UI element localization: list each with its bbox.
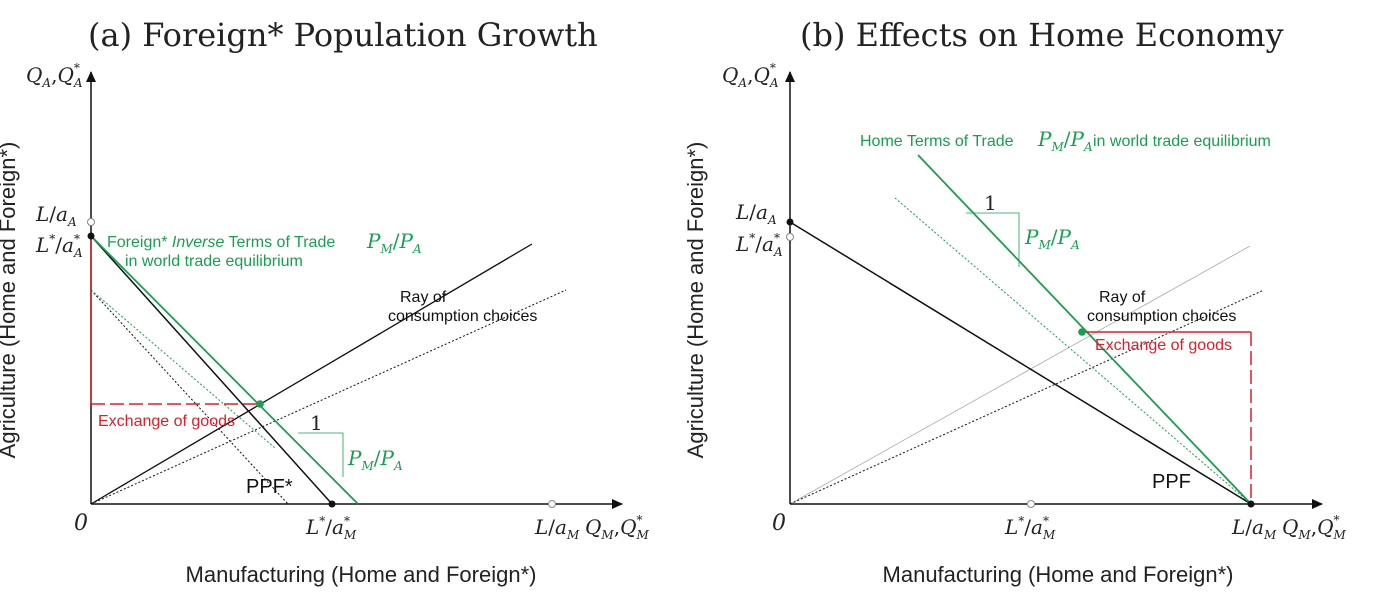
panel-b-consumption-ray xyxy=(789,289,1265,505)
svg-text:L*/a*M: L*/a* M xyxy=(1004,514,1056,542)
panel-b-title: (b) Effects on Home Economy xyxy=(800,16,1284,54)
svg-text:PM/PA: PM/PA xyxy=(1024,225,1080,252)
panel-a-slope-one: 1 xyxy=(310,411,323,435)
svg-text:PM/PA: PM/PA xyxy=(366,229,422,256)
panel-a-ray-label-1: Ray of xyxy=(400,289,447,306)
panel-a-slope-triangle xyxy=(298,432,344,477)
panel-a-title: (a) Foreign* Population Growth xyxy=(88,16,598,54)
panel-b-x-axis-symbol: QM,Q* M xyxy=(1282,513,1346,542)
svg-text:L/aM: L/aM xyxy=(534,515,580,542)
svg-text:L/aA: L/aA xyxy=(35,202,77,229)
panel-b-tot-label: Home Terms of Trade xyxy=(860,133,1014,150)
panel-a-ppf-label: PPF* xyxy=(246,476,293,498)
panel-b-point-x-home xyxy=(1247,500,1255,508)
svg-text:L/aA: L/aA xyxy=(735,200,777,227)
panel-b-tick-y-foreign: L*/a* A xyxy=(735,231,783,259)
panel-a-x-label: Manufacturing (Home and Foreign*) xyxy=(186,562,537,587)
panel-a-y-axis-symbol: QA,Q* A xyxy=(26,61,83,90)
panel-b-equilibrium-point xyxy=(1078,328,1086,336)
panel-a-old-tot xyxy=(90,289,276,449)
panel-a-old-consumption-ray xyxy=(90,289,567,505)
panel-a-equilibrium-point xyxy=(256,400,264,408)
svg-text:L*/a*M: L*/a* M xyxy=(305,514,357,542)
panel-a-point-x-foreign xyxy=(328,500,336,508)
panel-b-slope-one: 1 xyxy=(984,191,997,215)
svg-text:L*/a*A: L*/a* A xyxy=(735,231,783,259)
panel-b-exchange-label: Exchange of goods xyxy=(1095,337,1232,354)
panel-b-y-label: Agriculture (Home and Foreign*) xyxy=(683,142,708,459)
panel-a-tick-x-home: L/aM xyxy=(534,515,580,542)
panel-a-ppf xyxy=(90,235,333,505)
panel-a: (a) Foreign* Population Growth Agricultu… xyxy=(0,16,649,587)
panel-a-old-ppf xyxy=(90,289,289,505)
panel-a-tick-x-foreign: L*/a* M xyxy=(305,514,357,542)
panel-b-ppf-label: PPF xyxy=(1152,471,1191,493)
panel-b-tick-y-home: L/aA xyxy=(735,200,777,227)
panel-b-ray-label-1: Ray of xyxy=(1099,289,1146,306)
svg-text:QM,Q*M: QM,Q* M xyxy=(1282,513,1346,542)
panel-a-point-y-foreign xyxy=(87,232,95,240)
panel-b: (b) Effects on Home Economy Agriculture … xyxy=(683,16,1346,587)
panel-a-price-ratio: PM/PA xyxy=(347,446,403,473)
panel-a-origin: 0 xyxy=(74,511,88,536)
panel-a-x-axis-symbol: QM,Q* M xyxy=(585,513,649,542)
panel-b-tick-x-foreign: L*/a* M xyxy=(1004,514,1056,542)
panel-b-x-label: Manufacturing (Home and Foreign*) xyxy=(883,562,1234,587)
panel-a-tick-y-home: L/aA xyxy=(35,202,77,229)
svg-text:QA,Q*A: QA,Q* A xyxy=(722,61,779,90)
svg-text:PM/PA: PM/PA xyxy=(1037,127,1093,154)
panel-a-exchange-label: Exchange of goods xyxy=(98,413,235,430)
panel-b-slope-triangle xyxy=(966,212,1020,267)
panel-b-point-y-home xyxy=(786,218,794,226)
svg-text:QA,Q*A: QA,Q* A xyxy=(26,61,83,90)
panel-a-tick-y-foreign: L*/a* A xyxy=(35,232,83,260)
panel-b-origin: 0 xyxy=(772,511,786,536)
panel-b-tot-price-ratio: PM/PA xyxy=(1037,127,1093,154)
panel-b-price-ratio: PM/PA xyxy=(1024,225,1080,252)
panel-a-y-label: Agriculture (Home and Foreign*) xyxy=(0,142,20,459)
panel-b-ray-label-2: consumption choices xyxy=(1087,308,1236,325)
panel-b-point-x-foreign xyxy=(1027,500,1035,508)
panel-a-tot-label: Foreign* Inverse Terms of Trade xyxy=(107,234,335,251)
panel-a-tot-price-ratio: PM/PA xyxy=(366,229,422,256)
panel-a-ray-label-2: consumption choices xyxy=(388,308,537,325)
panel-b-tot-label-suffix: in world trade equilibrium xyxy=(1093,133,1271,150)
panel-b-ppf xyxy=(789,221,1252,505)
panel-a-consumption-ray xyxy=(90,243,533,505)
panel-b-old-consumption-ray xyxy=(789,245,1251,505)
svg-text:L/aM: L/aM xyxy=(1231,515,1277,542)
panel-b-y-axis-symbol: QA,Q* A xyxy=(722,61,779,90)
panel-a-tot-label-line2: in world trade equilibrium xyxy=(125,253,303,270)
panel-a-point-y-home xyxy=(87,218,95,226)
panel-a-point-x-home xyxy=(548,500,556,508)
panel-b-tick-x-home: L/aM xyxy=(1231,515,1277,542)
svg-text:PM/PA: PM/PA xyxy=(347,446,403,473)
svg-text:QM,Q*M: QM,Q* M xyxy=(585,513,649,542)
svg-text:L*/a*A: L*/a* A xyxy=(35,232,83,260)
panel-b-point-y-foreign xyxy=(786,233,794,241)
panel-a-tot-line xyxy=(90,235,359,505)
